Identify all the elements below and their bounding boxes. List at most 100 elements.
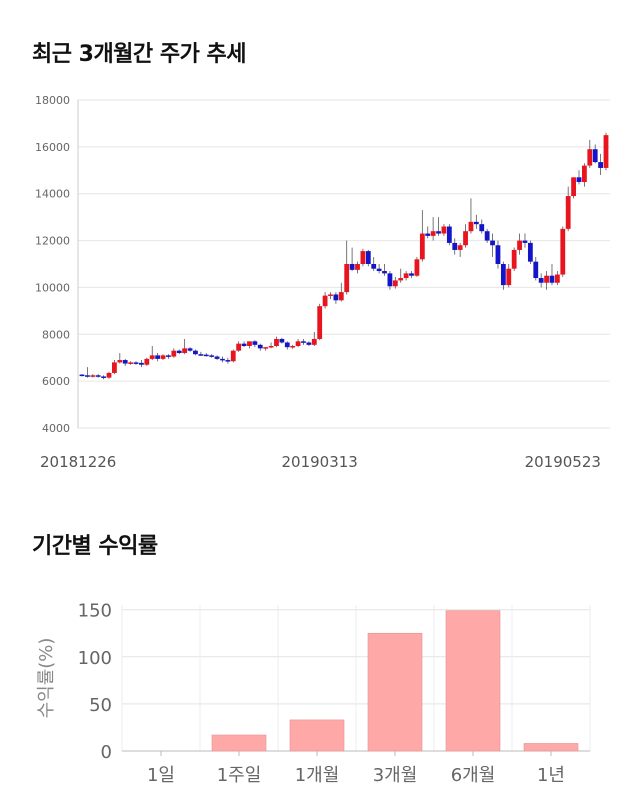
candle-body (144, 358, 150, 365)
candle-body (603, 135, 609, 168)
candle-body (301, 341, 306, 343)
candle-body (355, 264, 360, 270)
candle-body (133, 362, 139, 364)
candle-body (452, 242, 458, 250)
candle-body (592, 149, 598, 163)
candle-body (430, 231, 436, 236)
candle-body (533, 261, 539, 279)
candle-body (484, 231, 490, 241)
candle-body (479, 224, 485, 232)
candle-body (360, 251, 366, 264)
y-tick-label: 16000 (35, 141, 70, 154)
y-axis-label: 수익률(%) (36, 638, 57, 719)
candle-body (279, 338, 285, 343)
y-tick-label: 18000 (35, 94, 70, 107)
candle-body (581, 165, 587, 182)
candle-body (90, 375, 96, 377)
candle-body (187, 348, 193, 351)
x-tick-label: 1주일 (217, 765, 262, 786)
y-tick-label: 4000 (42, 422, 70, 435)
candle-body (376, 268, 382, 272)
candle-body (468, 221, 474, 232)
return-bar (367, 632, 423, 752)
candle-body (457, 245, 463, 250)
return-bar (445, 610, 501, 752)
candle-body (517, 240, 522, 250)
candle-body (230, 350, 236, 362)
y-tick-label: 100 (78, 648, 112, 669)
candle-body (284, 342, 290, 348)
candle-body (344, 264, 350, 293)
candle-body (473, 221, 479, 225)
price-trend-title: 최근 3개월간 주가 추세 (32, 42, 246, 67)
candle-body (490, 240, 495, 246)
candle-body (382, 271, 387, 274)
candle-body (311, 338, 317, 345)
candle-body (209, 355, 215, 357)
candle-body (446, 226, 452, 243)
candle-body (398, 278, 404, 281)
y-tick-label: 10000 (35, 281, 70, 294)
candle-body (295, 341, 301, 346)
candle-body (193, 350, 198, 355)
candle-body (263, 347, 269, 349)
candle-body (587, 149, 593, 166)
candle-body (247, 341, 252, 346)
candle-body (274, 338, 279, 346)
candle-body (392, 280, 398, 287)
candle-body (112, 362, 117, 373)
candle-body (571, 177, 576, 197)
candle-body (79, 374, 85, 377)
candle-body (182, 348, 188, 354)
candle-body (214, 356, 220, 359)
x-tick-label: 20190313 (282, 453, 358, 471)
candle-body (101, 376, 107, 378)
candle-body (387, 273, 393, 287)
candle-body (371, 264, 377, 269)
candle-body (268, 346, 274, 348)
candle-body (333, 294, 339, 301)
candle-body (252, 341, 258, 345)
x-tick-label: 20190523 (525, 453, 601, 471)
candle-body (349, 264, 355, 270)
candle-body (317, 306, 323, 339)
candle-body (436, 231, 441, 234)
candle-body (241, 343, 247, 346)
candle-body (419, 233, 425, 260)
candle-body (155, 355, 161, 359)
y-tick-label: 6000 (42, 375, 70, 388)
candle-body (257, 344, 263, 349)
candle-body (441, 226, 447, 234)
candle-body (85, 375, 90, 377)
candle-body (236, 343, 242, 351)
candle-body (598, 162, 603, 168)
candle-body (220, 358, 225, 361)
y-tick-label: 12000 (35, 235, 70, 248)
x-tick-label: 1일 (147, 765, 175, 786)
candle-body (225, 360, 231, 362)
candle-body (527, 242, 533, 262)
candle-body (122, 360, 128, 364)
return-bar (289, 719, 345, 752)
candle-body (544, 275, 549, 283)
return-bar (523, 743, 579, 752)
candle-body (117, 360, 123, 363)
candle-body (328, 294, 333, 296)
candle-body (106, 372, 112, 378)
y-tick-label: 50 (89, 695, 112, 716)
candle-body (166, 355, 171, 357)
return-bar (211, 734, 267, 752)
candle-body (538, 278, 544, 283)
candle-body (128, 362, 134, 364)
candle-body (203, 354, 209, 357)
candle-body (95, 375, 101, 377)
candle-body (322, 295, 328, 307)
candle-body (171, 350, 177, 357)
candle-body (338, 292, 344, 301)
y-tick-label: 150 (78, 601, 112, 622)
candle-body (198, 354, 204, 356)
candle-body (495, 245, 501, 264)
candlestick-chart: 4000 6000 8000 10000 12000 14000 16000 18000 201… (35, 94, 610, 471)
candle-body (403, 273, 409, 279)
